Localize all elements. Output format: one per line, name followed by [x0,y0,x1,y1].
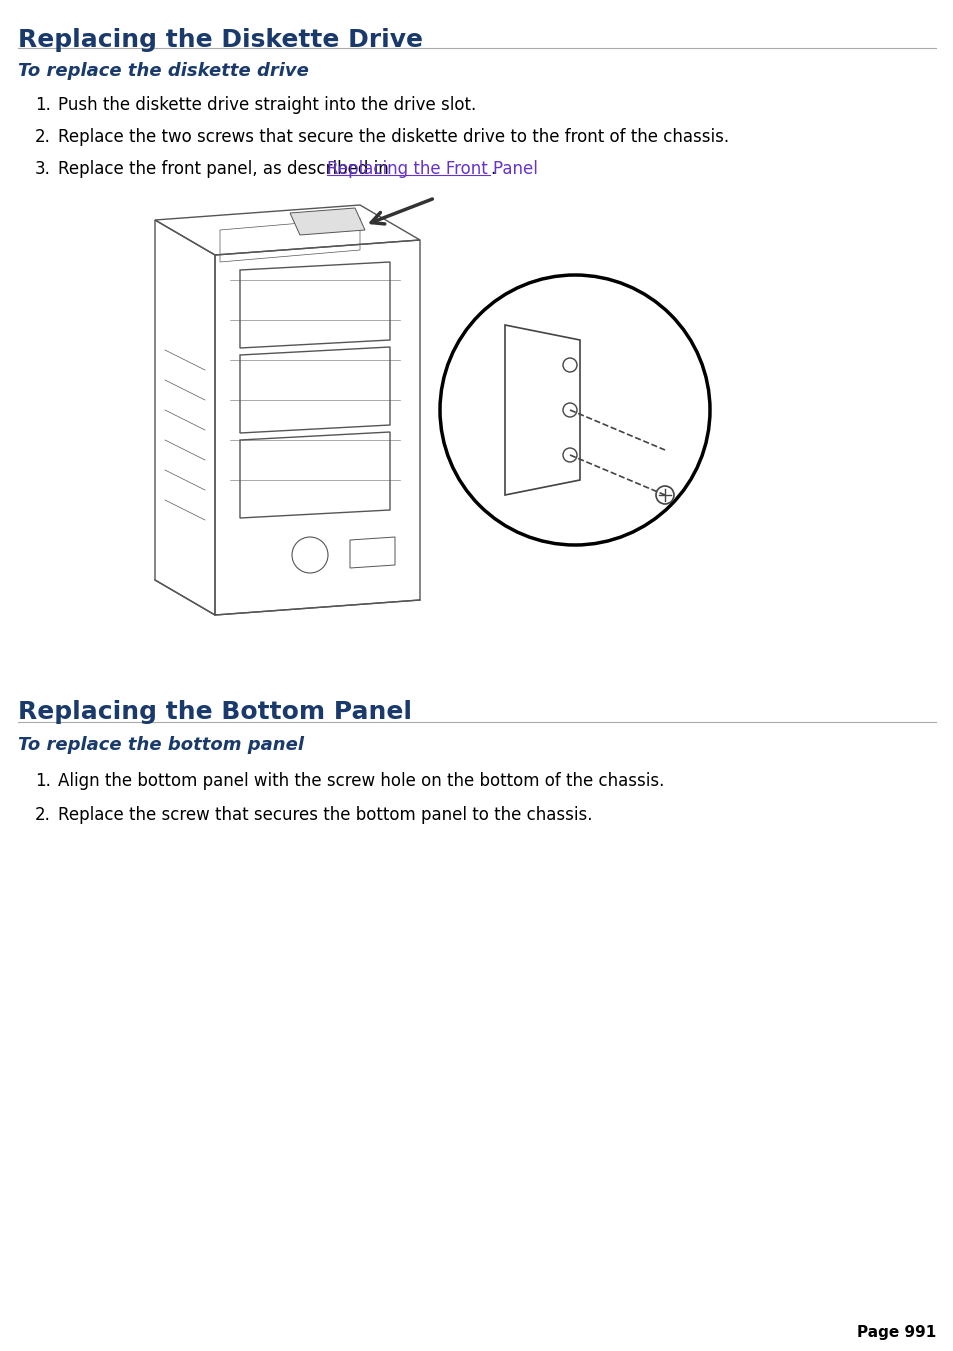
Text: .: . [490,159,495,178]
Text: 1.: 1. [35,96,51,113]
Text: Align the bottom panel with the screw hole on the bottom of the chassis.: Align the bottom panel with the screw ho… [58,771,663,790]
Text: To replace the bottom panel: To replace the bottom panel [18,736,304,754]
Text: Replace the two screws that secure the diskette drive to the front of the chassi: Replace the two screws that secure the d… [58,128,728,146]
Text: Push the diskette drive straight into the drive slot.: Push the diskette drive straight into th… [58,96,476,113]
Text: Replace the screw that secures the bottom panel to the chassis.: Replace the screw that secures the botto… [58,807,592,824]
Text: Replace the front panel, as described in: Replace the front panel, as described in [58,159,394,178]
Text: 3.: 3. [35,159,51,178]
Text: Replacing the Front Panel: Replacing the Front Panel [326,159,537,178]
Text: 2.: 2. [35,128,51,146]
Text: Replacing the Bottom Panel: Replacing the Bottom Panel [18,700,412,724]
Polygon shape [290,208,365,235]
Text: Page 991: Page 991 [856,1325,935,1340]
Text: 1.: 1. [35,771,51,790]
Text: To replace the diskette drive: To replace the diskette drive [18,62,309,80]
Text: Replacing the Diskette Drive: Replacing the Diskette Drive [18,28,422,51]
Text: 2.: 2. [35,807,51,824]
